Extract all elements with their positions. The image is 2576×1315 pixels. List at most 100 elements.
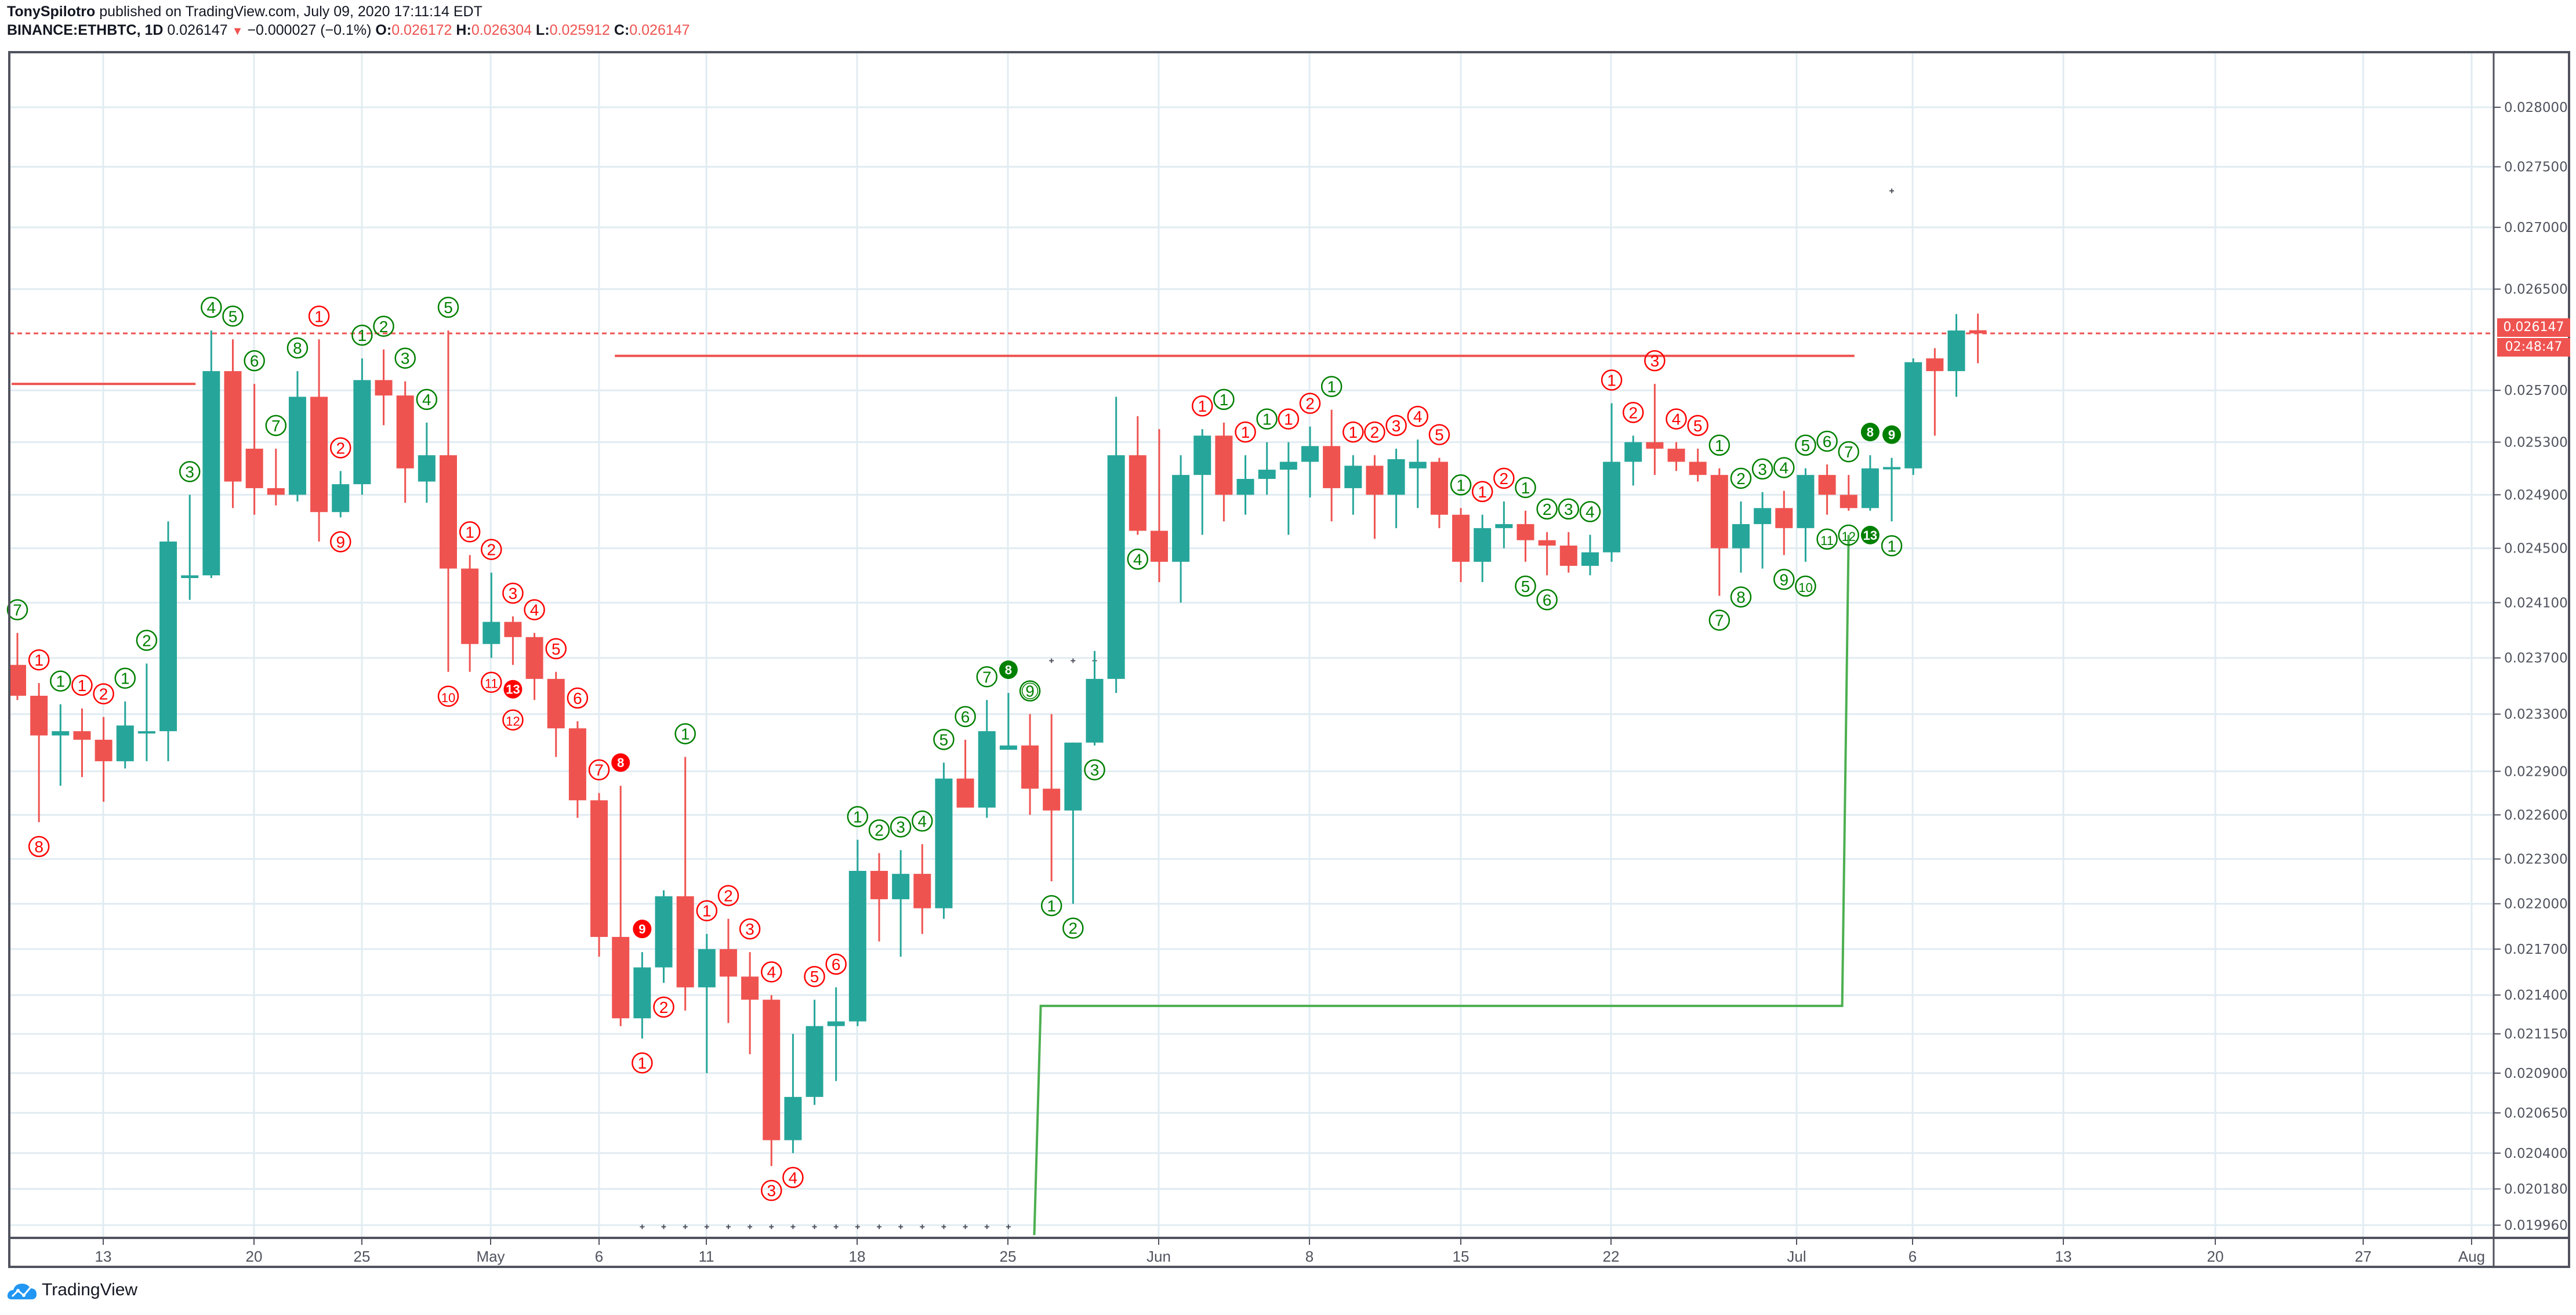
candle [892,850,910,957]
td-count-label: 3 [502,582,524,604]
candle [956,739,974,808]
candle [1172,455,1190,603]
candle [741,952,759,1055]
svg-text:6: 6 [1543,591,1552,609]
candle [137,663,155,761]
svg-text:13: 13 [1863,528,1877,543]
svg-text:2: 2 [1543,500,1552,518]
candle [719,918,737,1023]
candle [590,793,608,957]
svg-text:2: 2 [1370,423,1380,441]
candle [935,762,953,919]
svg-text:7: 7 [594,761,604,779]
chart-frame [8,51,2570,1268]
svg-text:8: 8 [34,838,43,856]
price-tick-label: 0.021150 [2504,1027,2568,1042]
svg-text:1: 1 [1327,378,1336,396]
symbol-label[interactable]: BINANCE:ETHBTC, 1D [7,22,164,38]
td-count-label: 4 [782,1167,804,1189]
time-tick-label: 6 [595,1248,603,1265]
candle [310,339,328,542]
td-count-label: 2 [1299,393,1321,414]
candle [1344,455,1362,515]
candle [913,844,931,934]
candle [1279,442,1297,535]
time-tick-label: 11 [699,1248,714,1265]
td-count-label: 2 [1623,402,1644,423]
td-count-label: 8 [1730,586,1752,608]
price-tick-label: 0.021400 [2504,988,2568,1003]
td-count-label: 3 [1644,350,1666,372]
svg-text:3: 3 [509,584,518,602]
td-count-label: 5 [933,729,955,750]
candle [418,422,436,503]
svg-text:1: 1 [1262,411,1272,428]
time-tick-label: Jun [1146,1248,1171,1265]
td-count-label: 4 [1407,405,1428,427]
td-count-label: 12 [502,709,524,731]
candle [1754,492,1772,569]
price-axis[interactable]: 0.028000 0.027500 0.027000 0.026500 0.025700… [2494,100,2568,1233]
svg-text:4: 4 [1672,411,1681,428]
svg-text:13: 13 [506,682,520,697]
svg-text:1: 1 [1521,479,1530,497]
svg-text:5: 5 [1801,437,1811,455]
td-count-label: 13 [1860,525,1880,544]
td-count-label: 1 [847,806,869,827]
td-count-label: 5 [1687,415,1708,437]
td-count-label: 6 [1816,430,1838,452]
price-tick-label: 0.028000 [2504,100,2568,115]
svg-text:9: 9 [336,533,345,551]
td-count-label: 2 [136,630,158,651]
published-text: published on TradingView.com, July 09, 2… [99,3,482,20]
svg-text:2: 2 [1069,920,1078,938]
td-count-label: 2 [330,437,351,459]
candle [1883,457,1901,522]
time-tick-label: 6 [1909,1248,1917,1265]
td-count-label: 7 [1838,441,1859,463]
price-tick-label: 0.024100 [2504,595,2568,611]
svg-text:2: 2 [336,439,345,457]
svg-text:9: 9 [1888,428,1895,442]
td-count-label: 7 [588,759,610,780]
svg-text:2: 2 [142,631,151,649]
candle [353,358,371,495]
candle [482,572,500,658]
time-axis[interactable]: 13 20 25 May 6 11 18 25 Jun 8 15 22 Jul 6 13 20 27 Aug [95,1238,2486,1265]
svg-text:2: 2 [1305,395,1315,413]
price-tick-label: 0.027500 [2504,160,2568,175]
author-name[interactable]: TonySpilotro [7,3,96,20]
candle [1495,501,1513,548]
candle [159,521,177,761]
candle [698,933,716,1073]
candle [1086,651,1104,746]
svg-text:7: 7 [1715,612,1724,630]
candle [1107,397,1125,693]
td-count-label: 7 [976,666,997,688]
svg-text:1: 1 [1241,423,1250,441]
svg-text:1: 1 [465,523,474,541]
tradingview-branding[interactable]: TradingView [7,1280,137,1300]
candle [1301,426,1319,497]
candle [1861,455,1879,511]
candle [655,890,673,983]
time-tick-label: 25 [354,1248,371,1265]
td-count-label: 1 [1235,421,1256,443]
candle [1797,468,1815,562]
td-count-label: 6 [244,350,265,372]
candle [396,381,414,503]
time-tick-label: 15 [1453,1248,1470,1265]
svg-text:6: 6 [1823,433,1832,451]
time-tick-label: Aug [2458,1248,2485,1265]
svg-text:4: 4 [207,299,216,317]
candle [1667,442,1685,471]
svg-text:1: 1 [1220,391,1229,409]
td-count-label: 2 [1536,498,1558,520]
candle [999,693,1017,750]
td-count-label: 1 [459,521,481,543]
price-tick-label: 0.025300 [2504,435,2568,451]
candle [848,840,866,1026]
td-count-label: 6 [567,687,589,709]
svg-text:3: 3 [767,1182,776,1200]
